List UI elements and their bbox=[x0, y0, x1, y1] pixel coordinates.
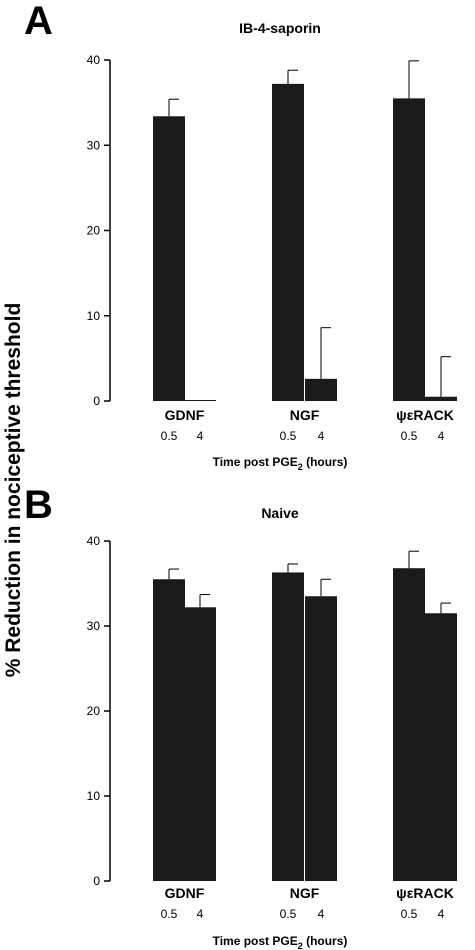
time-label: 0.5 bbox=[401, 429, 418, 443]
y-tick-label: 10 bbox=[87, 309, 101, 323]
bar bbox=[153, 579, 185, 881]
bars-a bbox=[153, 83, 457, 402]
panel-title-b: Naive bbox=[261, 505, 299, 521]
time-label: 4 bbox=[438, 907, 445, 921]
bar bbox=[393, 568, 425, 881]
time-label: 0.5 bbox=[280, 429, 297, 443]
group-label: ψεRACK bbox=[396, 885, 454, 901]
time-label: 4 bbox=[318, 429, 325, 443]
time-label: 0.5 bbox=[161, 907, 178, 921]
panel-label-a: A bbox=[24, 0, 53, 43]
group-labels-a: GDNF NGF ψεRACK bbox=[165, 407, 454, 423]
time-label: 0.5 bbox=[401, 907, 418, 921]
time-label: 0.5 bbox=[280, 907, 297, 921]
bar bbox=[305, 596, 337, 881]
bar bbox=[305, 378, 337, 401]
bar bbox=[153, 116, 185, 401]
bar bbox=[184, 400, 216, 401]
y-axis-a: 0 10 20 30 40 bbox=[87, 53, 111, 408]
y-tick-label: 0 bbox=[93, 394, 100, 408]
panel-b: B Naive 0 10 20 30 40 GDNF NGF ψεRACK 0.5 4 0.5 4… bbox=[24, 483, 457, 950]
error-bars-a bbox=[168, 60, 451, 397]
group-label: GDNF bbox=[165, 885, 205, 901]
time-labels-b: 0.5 4 0.5 4 0.5 4 bbox=[161, 907, 445, 921]
bar bbox=[393, 98, 425, 402]
y-axis-b: 0 10 20 30 40 bbox=[87, 534, 111, 888]
time-label: 4 bbox=[197, 907, 204, 921]
group-label: ψεRACK bbox=[396, 407, 454, 423]
y-tick-label: 40 bbox=[87, 53, 101, 67]
bar bbox=[425, 613, 457, 881]
y-tick-label: 20 bbox=[87, 224, 101, 238]
group-label: NGF bbox=[290, 885, 320, 901]
time-label: 4 bbox=[197, 429, 204, 443]
bar bbox=[425, 396, 457, 401]
error-bars-b bbox=[168, 550, 451, 614]
group-label: GDNF bbox=[165, 407, 205, 423]
x-axis-label-b: Time post PGE2 (hours) bbox=[213, 934, 348, 950]
y-tick-label: 40 bbox=[87, 534, 101, 548]
x-axis-label-a: Time post PGE2 (hours) bbox=[213, 455, 348, 472]
time-label: 4 bbox=[438, 429, 445, 443]
panel-title-a: IB-4-saporin bbox=[239, 20, 321, 36]
y-tick-label: 10 bbox=[87, 789, 101, 803]
panel-label-b: B bbox=[24, 483, 53, 527]
bars-b bbox=[153, 568, 457, 881]
time-label: 0.5 bbox=[161, 429, 178, 443]
time-label: 4 bbox=[318, 907, 325, 921]
group-labels-b: GDNF NGF ψεRACK bbox=[165, 885, 454, 901]
group-label: NGF bbox=[290, 407, 320, 423]
y-tick-label: 0 bbox=[93, 874, 100, 888]
bar bbox=[184, 607, 216, 881]
panel-a: A IB-4-saporin 0 10 20 30 40 GDNF NGF ψεRACK 0… bbox=[24, 0, 457, 472]
bar bbox=[272, 83, 304, 402]
y-tick-label: 20 bbox=[87, 704, 101, 718]
y-axis-label: % Reduction in nociceptive threshold bbox=[2, 303, 25, 678]
bar bbox=[272, 572, 304, 881]
y-tick-label: 30 bbox=[87, 138, 101, 152]
y-tick-label: 30 bbox=[87, 619, 101, 633]
time-labels-a: 0.5 4 0.5 4 0.5 4 bbox=[161, 429, 445, 443]
